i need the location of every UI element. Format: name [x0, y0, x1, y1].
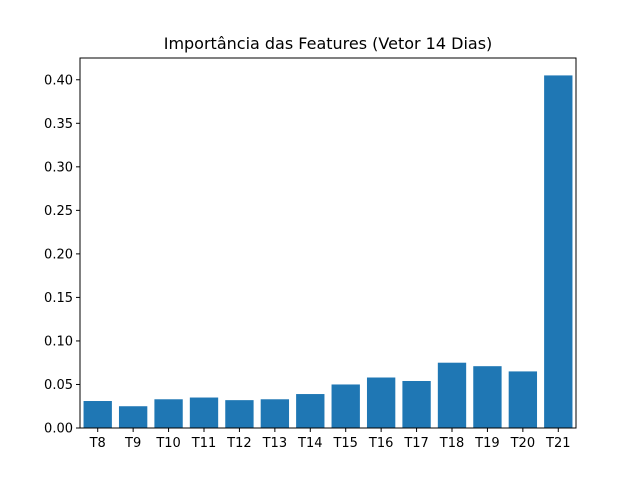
- chart-title: Importância das Features (Vetor 14 Dias): [164, 34, 493, 53]
- bar-t18: [437, 362, 467, 428]
- x-tick-label: T19: [474, 436, 499, 451]
- x-tick-label: T16: [368, 436, 393, 451]
- bar-t12: [225, 400, 254, 428]
- y-axis: 0.00 0.05 0.10 0.15 0.20 0.25 0.30 0.35 0.40: [44, 73, 80, 437]
- plot-frame: [79, 57, 577, 429]
- bar-t8: [83, 401, 112, 428]
- y-tick-label: 0.25: [44, 204, 73, 219]
- bar-t20: [508, 371, 538, 428]
- x-tick-label: T14: [297, 436, 322, 451]
- x-tick-label: T20: [510, 436, 535, 451]
- bar-t15: [331, 384, 360, 428]
- bar-t21: [544, 75, 573, 428]
- y-tick-label: 0.20: [44, 247, 73, 262]
- y-tick-label: 0.40: [44, 73, 73, 88]
- bar-t16: [366, 377, 396, 428]
- bar-t11: [189, 397, 219, 428]
- x-tick-label: T18: [439, 436, 464, 451]
- y-tick-label: 0.05: [44, 378, 73, 393]
- x-tick-label: T8: [89, 436, 106, 451]
- x-tick-label: T13: [262, 436, 287, 451]
- y-tick-label: 0.35: [44, 117, 73, 132]
- y-tick-label: 0.30: [44, 160, 73, 175]
- x-tick-label: T21: [545, 436, 570, 451]
- bar-t9: [118, 406, 148, 428]
- x-tick-label: T12: [226, 436, 251, 451]
- bar-t19: [473, 366, 502, 428]
- bars-group: [83, 75, 573, 428]
- x-axis: T8 T9 T10 T11 T12 T13 T14 T15 T16 T17 T18 T19 T20 T21: [89, 428, 571, 451]
- x-tick-label: T11: [191, 436, 216, 451]
- x-tick-label: T17: [403, 436, 428, 451]
- y-tick-label: 0.15: [44, 291, 73, 306]
- bar-t14: [296, 394, 325, 428]
- x-tick-label: T9: [124, 436, 141, 451]
- x-tick-label: T10: [155, 436, 180, 451]
- bar-t13: [260, 399, 290, 428]
- y-tick-label: 0.10: [44, 334, 73, 349]
- y-tick-label: 0.00: [44, 422, 73, 437]
- x-tick-label: T15: [332, 436, 357, 451]
- bar-t10: [154, 399, 183, 428]
- bar-t17: [402, 380, 431, 428]
